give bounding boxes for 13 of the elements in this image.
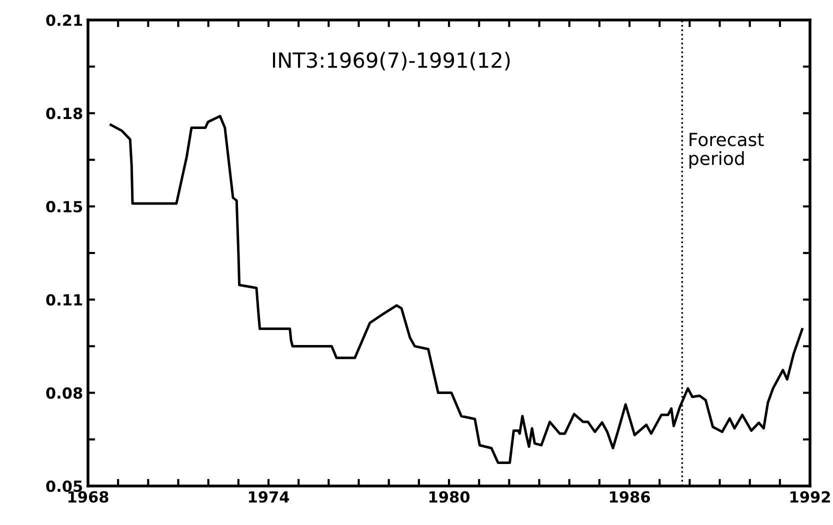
y-tick-label: 0.08: [46, 387, 82, 399]
y-tick-label: 0.18: [46, 108, 82, 120]
annotation: INT3:1969(7)-1991(12): [273, 52, 510, 70]
x-tick-label: 1980: [429, 491, 470, 503]
x-tick-label: 1968: [68, 491, 108, 503]
y-tick-label: 0.15: [46, 200, 82, 212]
x-tick-label: 1974: [248, 491, 290, 503]
ref-line-label: Forecast period: [690, 132, 764, 169]
x-tick-label: 1992: [790, 491, 830, 503]
y-tick-label: 0.11: [46, 294, 82, 306]
y-tick-label: 0.05: [46, 480, 82, 492]
y-tick-label: 0.21: [46, 14, 82, 26]
x-tick-label: 1986: [610, 491, 650, 503]
